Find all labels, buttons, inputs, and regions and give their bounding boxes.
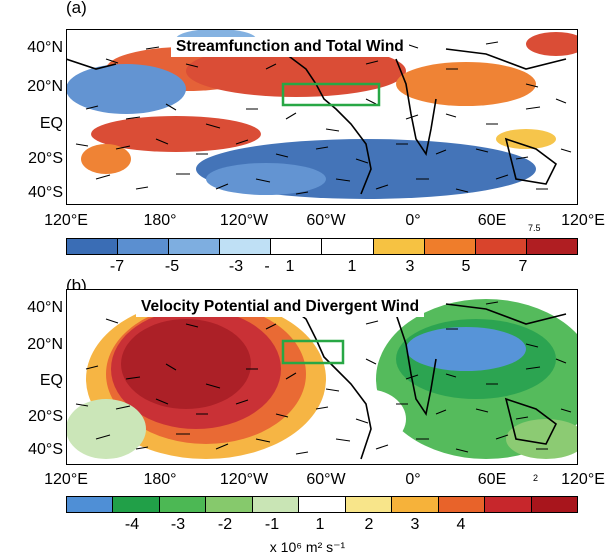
- colorbar-label: 3: [405, 258, 415, 275]
- x-label: 180°: [143, 212, 177, 229]
- colorbar-cell: [67, 497, 114, 512]
- x-label: 120°E: [44, 471, 88, 488]
- colorbar-cell: [118, 239, 170, 254]
- x-label: 120°E: [44, 212, 88, 229]
- colorbar-label: 2: [364, 516, 374, 533]
- colorbar-cell: [322, 239, 374, 254]
- colorbar-cell: [169, 239, 221, 254]
- colorbar-cell: [159, 497, 207, 512]
- streamfunction-map: [66, 29, 578, 205]
- colorbar-cell: [67, 239, 119, 254]
- y-label: 20°S: [28, 408, 63, 425]
- colorbar-cell: [252, 497, 300, 512]
- colorbar-label: -: [264, 258, 270, 275]
- colorbar-cell: [299, 497, 346, 512]
- colorbar-cell: [475, 239, 527, 254]
- colorbar-cell: [345, 497, 393, 512]
- panel-a-title: Streamfunction and Total Wind: [171, 37, 409, 57]
- x-label: 60E: [477, 212, 507, 229]
- colorbar-cell: [373, 239, 425, 254]
- panel-a-letter: (a): [66, 0, 87, 17]
- y-label: 20°N: [27, 336, 63, 353]
- panel-b-map: Velocity Potential and Divergent Wind 2: [66, 289, 578, 483]
- colorbar-cell: [438, 497, 486, 512]
- colorbar-label: -3: [228, 258, 244, 275]
- region-box: [281, 82, 381, 107]
- colorbar-label: -2: [217, 516, 233, 533]
- colorbar-cell: [485, 497, 532, 512]
- x-label: 60°W: [306, 212, 346, 229]
- x-label: 120°W: [219, 471, 269, 488]
- colorbar-cell: [220, 239, 272, 254]
- colorbar-cell: [206, 497, 253, 512]
- colorbar-label: -7: [109, 258, 125, 275]
- y-label: 40°S: [28, 441, 63, 458]
- colorbar-label: 1: [285, 258, 295, 275]
- colorbar-label: 1: [315, 516, 325, 533]
- colorbar-cell: [424, 239, 476, 254]
- y-label: 20°S: [28, 150, 63, 167]
- x-label: 60°W: [306, 471, 346, 488]
- panel-a-map: Streamfunction and Total Wind 7.5: [66, 29, 578, 233]
- map-frame: [66, 289, 578, 465]
- colorbar-cell: [392, 497, 439, 512]
- panel-b-title: Velocity Potential and Divergent Wind: [136, 297, 425, 317]
- x-label: 120°W: [219, 212, 269, 229]
- x-label: 0°: [405, 212, 421, 229]
- colorbar-label: -5: [164, 258, 180, 275]
- y-label: 40°N: [27, 299, 63, 316]
- wind-vectors: [75, 41, 572, 195]
- colorbar-cell: [526, 239, 577, 254]
- colorbar-label: -1: [264, 516, 280, 533]
- region-box: [281, 339, 345, 365]
- colorbar-a: [66, 238, 578, 255]
- colorbar-cell: [531, 497, 577, 512]
- y-label: EQ: [39, 372, 63, 389]
- colorbar-label: -3: [170, 516, 186, 533]
- colorbar-label: 3: [410, 516, 420, 533]
- x-label: 120°E: [561, 471, 605, 488]
- colorbar-label: 1: [347, 258, 357, 275]
- colorbar-cell: [271, 239, 323, 254]
- colorbar-label: 5: [461, 258, 471, 275]
- colorbar-b: [66, 496, 578, 513]
- colorbar-label: -4: [124, 516, 140, 533]
- y-label: 20°N: [27, 78, 63, 95]
- x-label: 180°: [143, 471, 177, 488]
- y-label: 40°N: [27, 39, 63, 56]
- map-frame: [66, 29, 578, 205]
- reference-vector-label: 2: [533, 473, 539, 483]
- units-label: x 10⁶ m² s⁻¹: [269, 539, 346, 555]
- colorbar-label: 7: [518, 258, 528, 275]
- x-label: 120°E: [561, 212, 605, 229]
- y-label: EQ: [39, 115, 63, 132]
- colorbar-cell: [113, 497, 160, 512]
- y-label: 40°S: [28, 184, 63, 201]
- x-label: 60E: [477, 471, 507, 488]
- colorbar-label: 4: [456, 516, 466, 533]
- x-label: 0°: [405, 471, 421, 488]
- reference-vector-label: 7.5: [528, 223, 541, 233]
- velocity-potential-map: [66, 289, 578, 465]
